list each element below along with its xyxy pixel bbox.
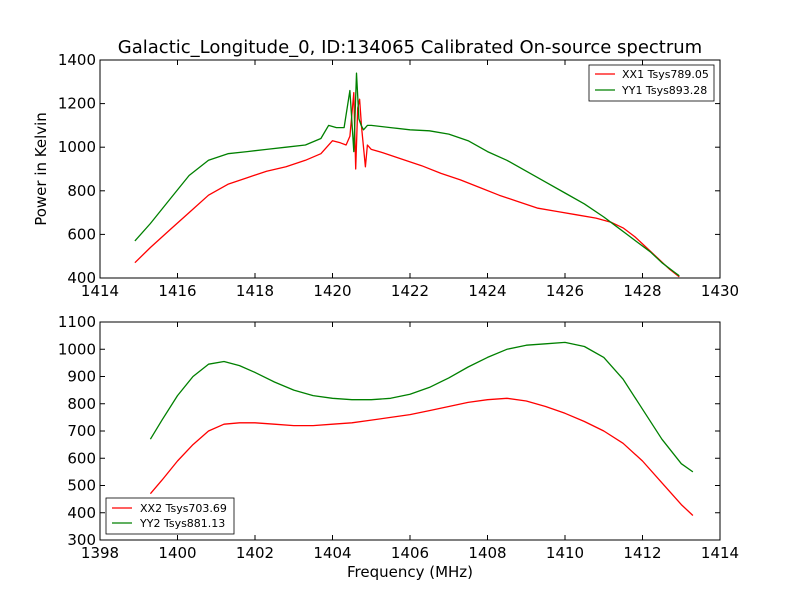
- top-legend-label-yy1: YY1 Tsys893.28: [621, 84, 707, 97]
- top-legend-label-xx1: XX1 Tsys789.05: [622, 68, 709, 81]
- bottom-x-tick-label-0: 1398: [81, 544, 119, 562]
- bottom-x-tick-label-1: 1400: [158, 544, 196, 562]
- top-subplot: 1414 1416 1418 1420 1422 1424 1426 1428 1430 400 6…: [32, 51, 739, 300]
- figure-title: Galactic_Longitude_0, ID:134065 Calibrat…: [118, 37, 702, 58]
- top-y-axis-title: Power in Kelvin: [32, 112, 50, 226]
- bottom-y-tick-label-7: 1000: [58, 340, 96, 358]
- bottom-axis-ticks: 1398 1400 1402 1404 1406 1408 1410 1412 1414 300 4…: [58, 313, 739, 562]
- bottom-subplot: 1398 1400 1402 1404 1406 1408 1410 1412 1414 300 4…: [58, 313, 739, 581]
- bottom-x-tick-label-2: 1402: [236, 544, 274, 562]
- top-x-tick-label-8: 1430: [701, 282, 739, 300]
- top-x-tick-label-4: 1422: [391, 282, 429, 300]
- bottom-legend-label-yy2: YY2 Tsys881.13: [139, 517, 225, 530]
- top-legend: XX1 Tsys789.05 YY1 Tsys893.28: [588, 64, 715, 102]
- bottom-y-tick-label-0: 300: [67, 531, 96, 549]
- bottom-series-line-1: [149, 341, 694, 473]
- bottom-x-tick-label-5: 1408: [468, 544, 506, 562]
- top-y-tick-label-5: 1400: [58, 51, 96, 69]
- bottom-x-tick-label-4: 1406: [391, 544, 429, 562]
- top-y-tick-label-2: 800: [67, 182, 96, 200]
- bottom-y-tick-label-1: 400: [67, 504, 96, 522]
- top-x-tick-label-5: 1424: [468, 282, 506, 300]
- bottom-x-tick-label-8: 1414: [701, 544, 739, 562]
- bottom-y-tick-label-3: 600: [67, 449, 96, 467]
- bottom-y-tick-label-2: 500: [67, 477, 96, 495]
- top-x-tick-label-3: 1420: [313, 282, 351, 300]
- bottom-legend-label-xx2: XX2 Tsys703.69: [140, 502, 227, 515]
- top-legend-box: [588, 64, 715, 102]
- top-y-tick-label-3: 1000: [58, 138, 96, 156]
- bottom-y-tick-label-4: 700: [67, 422, 96, 440]
- bottom-x-tick-label-3: 1404: [313, 544, 351, 562]
- top-y-tick-label-0: 400: [67, 269, 96, 287]
- top-series-line-1: [134, 72, 680, 277]
- top-series-lines: [134, 72, 680, 278]
- top-y-tick-label-1: 600: [67, 225, 96, 243]
- bottom-series-line-0: [149, 397, 694, 516]
- top-x-tick-label-7: 1428: [623, 282, 661, 300]
- bottom-series-lines: [149, 341, 694, 516]
- bottom-y-tick-label-8: 1100: [58, 313, 96, 331]
- top-x-tick-label-6: 1426: [546, 282, 584, 300]
- bottom-x-axis-title: Frequency (MHz): [347, 563, 473, 581]
- bottom-y-tick-label-5: 800: [67, 395, 96, 413]
- bottom-legend: XX2 Tsys703.69 YY2 Tsys881.13: [105, 497, 235, 535]
- top-x-tick-label-2: 1418: [236, 282, 274, 300]
- bottom-y-tick-label-6: 900: [67, 368, 96, 386]
- bottom-x-tick-label-7: 1412: [623, 544, 661, 562]
- top-x-tick-label-1: 1416: [158, 282, 196, 300]
- bottom-x-tick-label-6: 1410: [546, 544, 584, 562]
- top-x-tick-label-0: 1414: [81, 282, 119, 300]
- top-series-line-0: [134, 92, 680, 278]
- bottom-legend-box: [105, 497, 235, 535]
- top-y-tick-label-4: 1200: [58, 95, 96, 113]
- top-axis-ticks: 1414 1416 1418 1420 1422 1424 1426 1428 1430 400 6…: [58, 51, 739, 300]
